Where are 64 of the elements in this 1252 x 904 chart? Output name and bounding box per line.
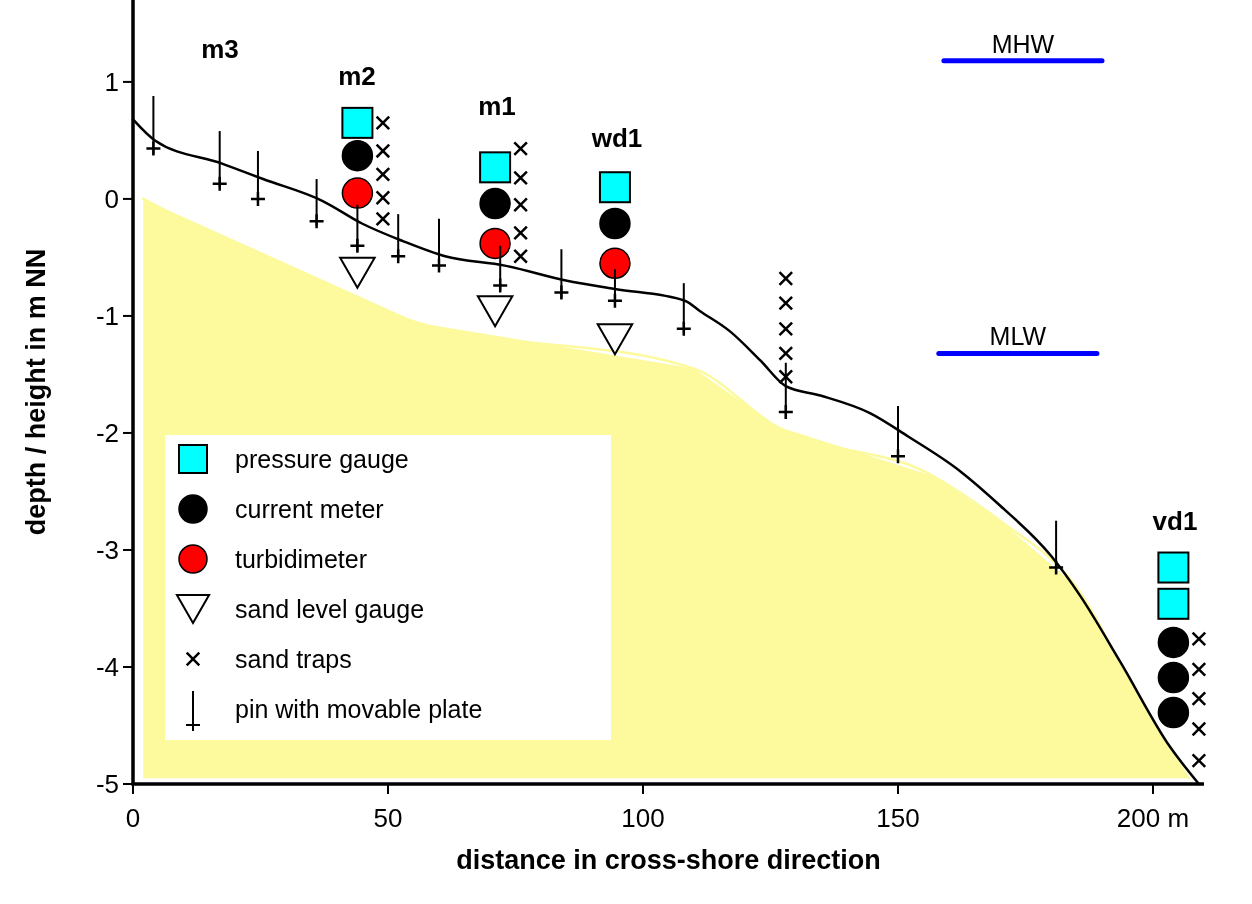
y-tick-label: -4 (95, 651, 119, 682)
point (476, 295, 514, 328)
point (513, 248, 529, 264)
point (1191, 631, 1207, 647)
x-tick-label: 50 (373, 803, 403, 833)
point (375, 211, 391, 227)
annotation: m2 (338, 61, 376, 91)
legend-label: sand level gauge (235, 595, 425, 623)
y-axis-title: depth / height in m NN (21, 248, 51, 536)
point (598, 171, 631, 204)
point (479, 227, 511, 260)
point (479, 151, 512, 184)
x-tick-label: 100 (621, 803, 665, 833)
point (339, 256, 376, 289)
legend-label: turbidimeter (235, 545, 367, 573)
point (778, 369, 794, 385)
annotation: vd1 (1152, 506, 1198, 536)
point (1157, 661, 1190, 694)
legend-label: pressure gauge (235, 445, 409, 473)
point (341, 139, 374, 172)
series-label: MHW (991, 29, 1055, 58)
point (596, 323, 634, 356)
point (375, 166, 391, 182)
point (778, 345, 794, 361)
x-tick-label: 0 (125, 803, 141, 833)
x-axis-title: distance in cross-shore direction (456, 845, 881, 875)
point (599, 207, 631, 240)
point (1157, 696, 1190, 729)
legend-label: current meter (235, 495, 384, 523)
series-label: MLW (989, 322, 1047, 351)
annotation: m3 (201, 34, 239, 64)
point (1191, 691, 1207, 707)
point (1191, 661, 1207, 677)
point (778, 270, 794, 287)
point (599, 247, 631, 280)
y-tick-label: 1 (104, 66, 119, 97)
point (513, 225, 529, 241)
point (375, 115, 391, 131)
point (1157, 551, 1190, 584)
point (375, 143, 391, 159)
point (375, 190, 391, 206)
point (479, 187, 511, 220)
point (341, 106, 374, 139)
y-tick-label: 0 (104, 183, 119, 214)
legend-label: sand traps (235, 645, 352, 673)
point (1191, 753, 1207, 769)
point (513, 197, 529, 213)
y-tick-label: -3 (95, 534, 119, 565)
point (1191, 721, 1207, 737)
point (513, 170, 529, 186)
y-tick-label: -2 (95, 417, 119, 448)
point (778, 295, 794, 311)
point (341, 177, 374, 209)
annotation: m1 (478, 91, 516, 121)
x-tick-label: 200 m (1116, 803, 1190, 833)
point (513, 141, 529, 157)
y-tick-label: -1 (95, 300, 119, 331)
annotation: wd1 (590, 123, 643, 153)
point (778, 321, 794, 337)
x-tick-label: 150 (876, 803, 920, 833)
legend-label: pin with movable plate (235, 695, 483, 723)
point (1157, 626, 1190, 659)
point (1157, 587, 1190, 620)
y-tick-label: -5 (95, 769, 119, 799)
